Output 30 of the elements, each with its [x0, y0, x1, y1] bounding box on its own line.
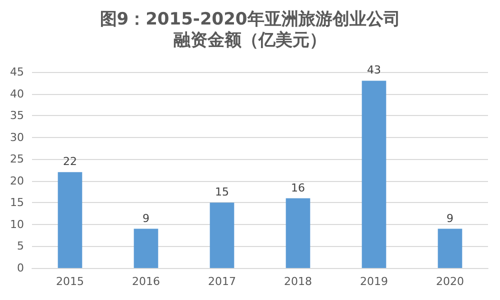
- x-tick-label: 2020: [436, 275, 464, 288]
- y-tick-label: 5: [17, 240, 24, 253]
- x-tick-label: 2018: [284, 275, 312, 288]
- data-label: 16: [291, 181, 305, 194]
- y-tick-label: 25: [10, 152, 24, 166]
- chart-title: 图9：2015-2020年亚洲旅游创业公司: [100, 10, 400, 30]
- y-tick-label: 20: [10, 174, 24, 188]
- x-tick-label: 2015: [56, 275, 84, 288]
- data-label: 9: [446, 212, 454, 225]
- bar: [210, 202, 234, 268]
- y-tick-label: 40: [10, 87, 24, 100]
- y-tick-label: 45: [10, 66, 24, 78]
- x-tick-label: 2017: [208, 275, 236, 288]
- y-tick-label: 15: [10, 196, 24, 210]
- bar: [438, 228, 462, 268]
- chart-subtitle: 融资金额（亿美元）: [174, 30, 326, 50]
- data-label: 15: [215, 186, 229, 199]
- data-label: 22: [63, 155, 77, 168]
- bar: [286, 198, 310, 268]
- bar: [58, 172, 82, 268]
- y-tick-label: 10: [10, 218, 24, 231]
- data-label: 9: [142, 212, 150, 225]
- x-tick-label: 2019: [360, 275, 388, 288]
- x-tick-label: 2016: [132, 275, 160, 288]
- bar: [134, 228, 158, 268]
- y-tick-label: 30: [10, 130, 24, 144]
- y-tick-label: 35: [10, 109, 24, 122]
- y-tick-label: 0: [17, 262, 24, 274]
- bar: [362, 80, 386, 268]
- data-label: 43: [367, 64, 381, 77]
